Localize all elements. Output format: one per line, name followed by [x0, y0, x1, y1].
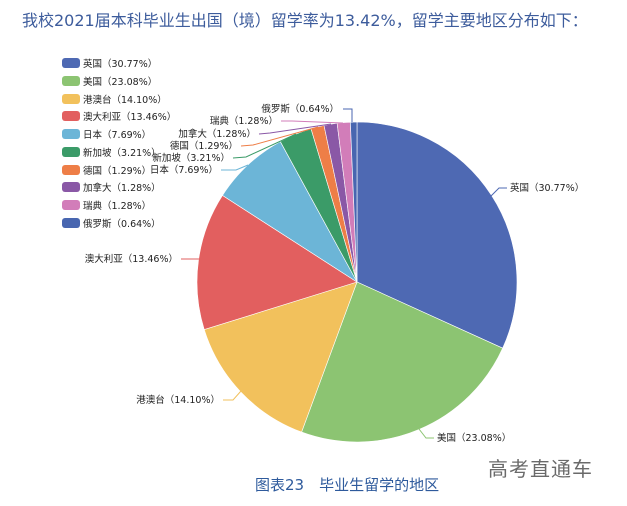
legend-item-russia[interactable]: 俄罗斯（0.64%）: [62, 217, 161, 230]
legend-label: 俄罗斯（0.64%）: [83, 219, 161, 230]
leader-line-singapore: [232, 133, 297, 159]
legend-swatch: [62, 200, 80, 210]
callout-label-japan: 日本（7.69%）: [150, 164, 218, 176]
pie-slice-9[interactable]: [350, 121, 358, 283]
pie-slices: [196, 121, 518, 443]
legend-item-singapore[interactable]: 新加坡（3.21%）: [62, 146, 161, 159]
legend-swatch: [62, 94, 80, 104]
legend-swatch: [62, 165, 80, 175]
callout-label-singapore: 新加坡（3.21%）: [152, 152, 230, 164]
legend-label: 港澳台（14.10%）: [83, 95, 167, 106]
legend-item-japan[interactable]: 日本（7.69%）: [62, 128, 152, 141]
pie-slice-2[interactable]: [203, 281, 358, 433]
leader-lines: [181, 108, 507, 439]
figure-caption: 图表23 毕业生留学的地区: [255, 476, 440, 494]
legend-swatch: [62, 129, 80, 139]
callout-label-sweden: 瑞典（1.28%）: [210, 115, 278, 127]
legend-item-australia[interactable]: 澳大利亚（13.46%）: [62, 110, 177, 123]
leader-line-canada: [258, 123, 332, 135]
watermark: 高考直通车: [488, 457, 593, 481]
legend-swatch: [62, 218, 80, 228]
pie-slice-3[interactable]: [196, 194, 358, 330]
legend-item-usa[interactable]: 美国（23.08%）: [62, 75, 158, 88]
legend-label: 加拿大（1.28%）: [83, 183, 161, 194]
legend-label: 瑞典（1.28%）: [83, 201, 152, 212]
legend-label: 澳大利亚（13.46%）: [83, 112, 177, 123]
pie-slice-1[interactable]: [301, 281, 504, 443]
leader-line-hmt: [223, 390, 242, 401]
legend-swatch: [62, 76, 80, 86]
leader-line-germany: [240, 126, 319, 147]
legend-item-hmt[interactable]: 港澳台（14.10%）: [62, 93, 167, 106]
legend-item-sweden[interactable]: 瑞典（1.28%）: [62, 199, 152, 212]
callout-label-uk: 英国（30.77%）: [510, 182, 584, 194]
legend-label: 日本（7.69%）: [83, 130, 152, 141]
legend-item-uk[interactable]: 英国（30.77%）: [62, 57, 158, 70]
legend-swatch: [62, 58, 80, 68]
leader-line-usa: [418, 428, 434, 439]
legend-label: 美国（23.08%）: [83, 77, 158, 88]
page-title: 我校2021届本科毕业生出国（境）留学率为13.42%，留学主要地区分布如下：: [22, 11, 588, 30]
legend-item-germany[interactable]: 德国（1.29%）: [62, 164, 152, 177]
callout-label-usa: 美国（23.08%）: [437, 432, 511, 444]
leader-line-russia: [343, 108, 353, 122]
callout-label-canada: 加拿大（1.28%）: [178, 128, 256, 140]
legend-swatch: [62, 147, 80, 157]
legend-label: 德国（1.29%）: [83, 166, 152, 177]
legend-swatch: [62, 111, 80, 121]
leader-line-japan: [221, 164, 249, 171]
legend-label: 英国（30.77%）: [83, 59, 158, 70]
legend-label: 新加坡（3.21%）: [83, 148, 161, 159]
leader-line-sweden: [281, 120, 344, 124]
callout-label-australia: 澳大利亚（13.46%）: [85, 253, 178, 265]
legend-swatch: [62, 182, 80, 192]
callout-label-germany: 德国（1.29%）: [170, 140, 238, 152]
legend-item-canada[interactable]: 加拿大（1.28%）: [62, 181, 161, 194]
leader-line-uk: [490, 187, 507, 197]
callout-label-hmt: 港澳台（14.10%）: [136, 394, 220, 406]
callout-label-russia: 俄罗斯（0.64%）: [261, 103, 339, 115]
